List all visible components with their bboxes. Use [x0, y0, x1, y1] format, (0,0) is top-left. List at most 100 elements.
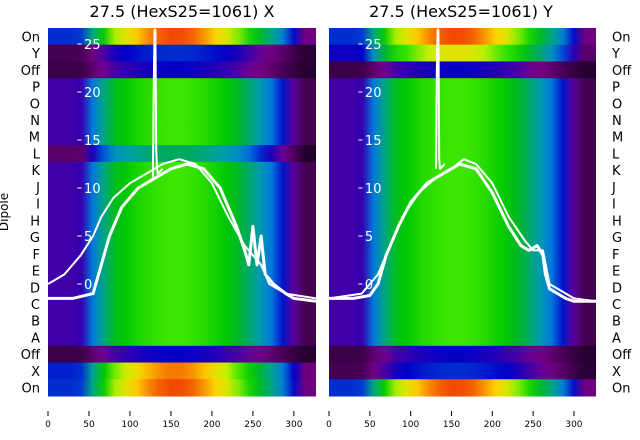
row-label: F	[612, 248, 619, 263]
row-label: X	[31, 365, 40, 380]
row-label: Y	[611, 47, 620, 62]
row-label: H	[30, 214, 40, 229]
heatmap-row	[48, 312, 316, 330]
heatmap-row	[48, 28, 316, 46]
row-label: N	[612, 114, 622, 129]
heatmap-row	[48, 78, 316, 96]
heatmap-row	[48, 228, 316, 246]
row-label: C	[31, 298, 40, 313]
heatmap-row	[48, 245, 316, 263]
row-label: O	[30, 97, 40, 112]
row-label: D	[612, 281, 622, 296]
heatmap-row	[329, 362, 596, 380]
x-tick-label: 100	[402, 420, 419, 430]
x-tick-label: 150	[443, 420, 460, 430]
row-label: B	[612, 315, 621, 330]
row-label: E	[32, 265, 40, 280]
x-tick-label: 250	[244, 420, 261, 430]
heatmap-row	[329, 28, 596, 46]
y-axis-label: Dipole	[0, 193, 11, 231]
heatmap-row	[329, 329, 596, 347]
overlay-y-tick-label: 10	[365, 182, 382, 197]
row-label: K	[31, 164, 40, 179]
row-label: Off	[612, 64, 632, 79]
row-label: X	[612, 365, 621, 380]
x-tick-label: 250	[525, 420, 542, 430]
row-label: J	[35, 181, 40, 196]
row-label: O	[612, 97, 622, 112]
heatmap-row	[329, 278, 596, 297]
heatmap-row	[48, 128, 316, 146]
heatmap-row	[329, 295, 596, 313]
heatmap-row	[48, 362, 316, 380]
overlay-y-tick-label: 5	[84, 230, 92, 245]
overlay-y-tick-label: 10	[84, 182, 101, 197]
heatmap-row	[48, 161, 316, 180]
overlay-y-tick-label: 20	[365, 86, 382, 101]
overlay-y-tick-label: 25	[365, 38, 382, 53]
trace-line	[435, 28, 446, 170]
trace-line	[48, 162, 317, 303]
row-label: B	[31, 315, 40, 330]
heatmap-row	[329, 312, 596, 330]
row-label: L	[33, 147, 41, 162]
row-label: C	[612, 298, 621, 313]
heatmap-row	[329, 379, 596, 397]
row-label: D	[30, 281, 40, 296]
x-tick-label: 50	[364, 420, 376, 430]
row-label: A	[31, 331, 40, 346]
overlay-y-tick-label: 0	[84, 278, 92, 293]
heatmap-row	[329, 195, 596, 213]
heatmap-row	[48, 345, 316, 364]
overlay-y-tick-label: 15	[365, 134, 382, 149]
heatmap-row	[48, 329, 316, 347]
row-label: I	[36, 198, 40, 213]
x-tick-label: 300	[565, 420, 582, 430]
row-label: L	[612, 147, 620, 162]
row-label: M	[612, 131, 623, 146]
heatmap-row	[329, 94, 596, 113]
heatmap-row	[329, 212, 596, 230]
row-label: N	[30, 114, 40, 129]
x-tick-label: 200	[484, 420, 501, 430]
title-left: 27.5 (HexS25=1061) X	[90, 2, 275, 21]
x-tick-label: 50	[83, 420, 95, 430]
x-tick-label: 0	[326, 420, 332, 430]
x-tick-label: 150	[162, 420, 179, 430]
trace-line	[151, 28, 164, 179]
row-label: I	[612, 198, 616, 213]
heatmap-row	[329, 78, 596, 96]
heatmap-row	[48, 44, 316, 62]
row-label: J	[611, 181, 616, 196]
heatmap-row	[48, 278, 316, 297]
heatmap-row	[329, 61, 596, 79]
heatmap-row	[329, 245, 596, 263]
x-tick-label: 300	[285, 420, 302, 430]
trace-line	[47, 158, 317, 300]
row-label: G	[30, 231, 40, 246]
row-label: A	[612, 331, 621, 346]
x-tick-label: 0	[45, 420, 51, 430]
row-label: On	[612, 382, 630, 397]
row-label: P	[32, 81, 40, 96]
heatmap-row	[329, 111, 596, 129]
heatmap-row	[48, 195, 316, 213]
heatmap-row	[48, 295, 316, 313]
row-label: E	[612, 265, 620, 280]
heatmap-row	[329, 44, 596, 62]
heatmap-row	[329, 128, 596, 146]
row-label: Y	[31, 47, 40, 62]
heatmap-row	[48, 61, 316, 79]
row-label: Off	[21, 348, 41, 363]
row-label: G	[612, 231, 622, 246]
x-tick-label: 100	[121, 420, 138, 430]
heatmap-row	[329, 161, 596, 180]
title-right: 27.5 (HexS25=1061) Y	[369, 2, 553, 21]
row-label: F	[33, 248, 40, 263]
heatmap-row	[48, 379, 316, 397]
row-label: M	[29, 131, 40, 146]
overlay-y-tick-label: 20	[84, 86, 101, 101]
heatmap-row	[329, 145, 596, 163]
